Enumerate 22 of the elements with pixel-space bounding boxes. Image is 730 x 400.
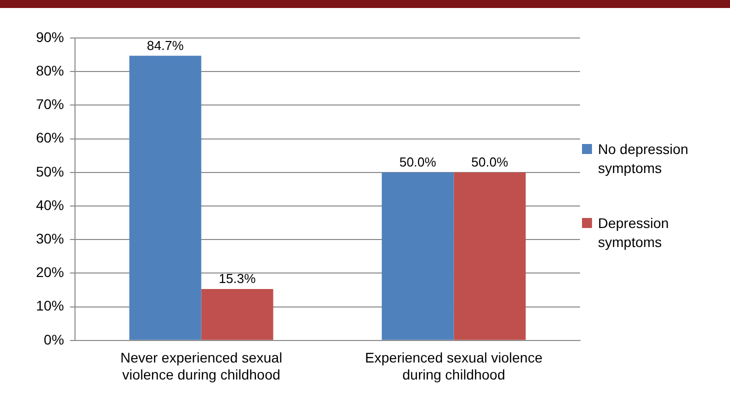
data-label: 15.3% [218,271,256,286]
legend-label: No depression symptoms [598,140,690,178]
data-label: 50.0% [399,154,437,170]
y-tick-label: 20% [36,264,64,280]
x-tick-label: Experienced sexual violence during childhood [365,350,543,382]
data-label: 84.7% [146,38,184,53]
data-label: 50.0% [471,154,509,170]
y-tick-label: 90% [36,28,64,45]
y-tick-label: 80% [36,62,64,78]
y-tick-label: 70% [36,96,64,112]
x-tick-label: Never experienced sexual violence during childhood [120,350,282,382]
y-tick-label: 40% [36,196,64,213]
bar [201,288,274,340]
y-tick-label: 10% [36,298,64,314]
bar [129,56,202,340]
bar [382,172,454,340]
y-tick-label: 0% [44,331,64,348]
y-tick-label: 30% [36,230,64,246]
y-tick-label: 50% [36,163,64,180]
bar [454,172,526,340]
y-tick-label: 60% [36,130,64,146]
legend-label: Depression symptoms [598,214,670,252]
